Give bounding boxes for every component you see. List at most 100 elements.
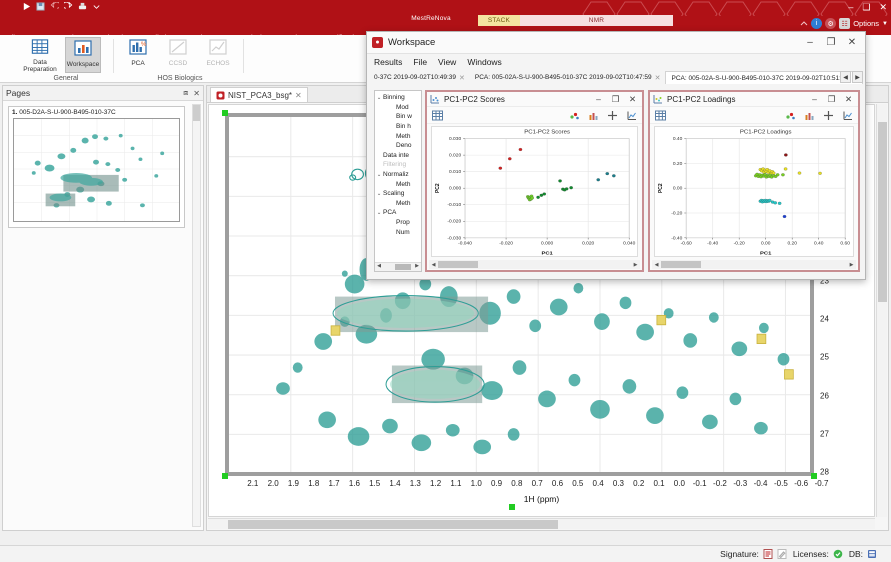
scroll-left-icon[interactable]: ◀ [431, 261, 436, 268]
bar-icon[interactable] [588, 110, 599, 121]
workspace-tab-nav[interactable]: ◀ ▶ [840, 71, 863, 83]
workspace-tab-close-icon[interactable]: ✕ [654, 74, 661, 82]
loadings-close-button[interactable]: ✕ [844, 93, 853, 104]
scores-hscroll-thumb[interactable] [438, 261, 478, 268]
scores-title-bar[interactable]: PC1-PC2 Scores – ❐ ✕ [427, 92, 642, 107]
scores-hscrollbar[interactable]: ◀ ▶ [429, 260, 640, 269]
float-icon[interactable]: ⧈ [183, 88, 189, 97]
redo-icon[interactable] [64, 2, 73, 11]
more-icon[interactable] [92, 2, 101, 11]
signature-doc-icon[interactable] [763, 549, 773, 559]
document-hscroll-thumb[interactable] [228, 520, 558, 529]
parameter-tree-row[interactable]: Bin w [375, 112, 421, 122]
workspace-title-bar[interactable]: ● Workspace – ❐ ✕ [367, 32, 865, 54]
notes-icon[interactable]: ☷ [839, 18, 851, 29]
scroll-right-icon[interactable]: ▶ [633, 261, 638, 268]
page-thumbnail[interactable]: 1. 005-D2A-S-U-900-B495-010-37C [8, 106, 185, 228]
parameter-tree-row[interactable]: ⌄ Binning [375, 93, 421, 103]
quick-access-toolbar[interactable] [22, 2, 101, 11]
parameter-tree-row[interactable]: Meth [375, 131, 421, 141]
loadings-title-bar[interactable]: PC1-PC2 Loadings – ❐ ✕ [650, 92, 858, 107]
chevron-down-icon[interactable]: ⌄ [376, 94, 382, 101]
parameter-tree-scroll-thumb[interactable] [395, 264, 411, 270]
scroll-left-icon[interactable]: ◀ [654, 261, 659, 268]
loadings-minimize-button[interactable]: – [812, 94, 817, 104]
crosshair-icon[interactable] [607, 110, 618, 121]
resize-handle-top-left[interactable] [222, 110, 228, 116]
parameter-tree-row[interactable]: Num [375, 227, 421, 237]
parameter-tree-row[interactable]: Meth [375, 199, 421, 209]
document-vertical-scrollbar[interactable] [876, 104, 887, 517]
license-ok-icon[interactable] [833, 549, 843, 559]
document-tab-close-icon[interactable]: ✕ [295, 90, 302, 100]
scores-toolbar[interactable] [427, 107, 642, 124]
tab-nav-next-icon[interactable]: ▶ [852, 71, 863, 83]
ribbon-button-pca[interactable]: % PCA [120, 37, 156, 73]
parameter-tree-row[interactable]: Bin h [375, 122, 421, 132]
parameter-tree-scrollbar[interactable]: ◀ ▶ [375, 262, 421, 271]
parameter-tree-row[interactable]: Filtering [375, 160, 421, 170]
loadings-chart-window[interactable]: PC1-PC2 Loadings – ❐ ✕ [648, 90, 860, 272]
save-icon[interactable] [36, 2, 45, 11]
table-icon[interactable] [432, 110, 443, 121]
chevron-up-icon[interactable] [800, 20, 808, 28]
table-icon[interactable] [655, 110, 666, 121]
minimize-button[interactable]: – [848, 2, 854, 12]
options-button[interactable]: Options [853, 19, 880, 28]
loadings-toolbar[interactable] [650, 107, 858, 124]
settings-icon[interactable]: ⚙ [825, 18, 837, 29]
parameter-tree-row[interactable]: Meth [375, 179, 421, 189]
undo-icon[interactable] [50, 2, 59, 11]
help-icon[interactable]: i [811, 18, 823, 29]
parameter-tree-row[interactable]: Data inte [375, 151, 421, 161]
document-vscroll-thumb[interactable] [878, 122, 887, 302]
scores-maximize-button[interactable]: ❐ [611, 93, 620, 104]
crosshair-icon[interactable] [823, 110, 834, 121]
database-icon[interactable] [867, 549, 877, 559]
loadings-plot[interactable]: PC1-PC2 Loadings -0.60 -0.40 -0.20 0.00 0.20 0… [654, 126, 854, 257]
bar-icon[interactable] [804, 110, 815, 121]
chevron-down-icon[interactable]: ⌄ [376, 171, 382, 178]
scroll-left-icon[interactable]: ◀ [377, 263, 381, 269]
loadings-hscrollbar[interactable]: ◀ ▶ [652, 260, 856, 269]
chevron-down-icon[interactable]: ⌄ [376, 209, 382, 216]
menu-view[interactable]: View [438, 57, 457, 67]
parameter-tree-row[interactable]: ⌄ Scaling [375, 189, 421, 199]
workspace-close-button[interactable]: ✕ [847, 37, 857, 48]
play-icon[interactable] [22, 2, 31, 11]
close-button[interactable]: ✕ [879, 2, 887, 12]
resize-handle-bottom-right[interactable] [811, 473, 817, 479]
parameter-tree-row[interactable]: ⌄ Normaliz [375, 170, 421, 180]
resize-handle-bottom-left[interactable] [222, 473, 228, 479]
ribbon-button-workspace[interactable]: Workspace [65, 37, 101, 73]
close-icon[interactable]: ✕ [193, 88, 200, 98]
document-tab-nist-pca3[interactable]: NIST_PCA3_bsg* ✕ [210, 87, 308, 102]
menu-windows[interactable]: Windows [467, 57, 502, 67]
loadings-maximize-button[interactable]: ❐ [827, 93, 836, 104]
color-points-icon[interactable] [785, 110, 796, 121]
signature-pen-icon[interactable] [777, 549, 787, 559]
scores-minimize-button[interactable]: – [596, 94, 601, 104]
pages-scroll-thumb[interactable] [193, 105, 200, 121]
scroll-right-icon[interactable]: ▶ [849, 261, 854, 268]
parameter-tree-row[interactable]: Prop [375, 218, 421, 228]
scroll-right-icon[interactable]: ▶ [415, 263, 419, 269]
axis-handle-bottom[interactable] [509, 504, 515, 510]
parameter-tree-row[interactable]: Deno [375, 141, 421, 151]
ribbon-button-data-preparation[interactable]: Data Preparation [22, 37, 58, 73]
parameter-tree[interactable]: ⌄ Binning Mod Bin w Bin h Meth Deno Data inte Fi… [374, 90, 422, 272]
ribbon-button-ccsd[interactable]: CCSD [160, 37, 196, 73]
parameter-tree-row[interactable]: ⌄ PCA [375, 208, 421, 218]
menu-file[interactable]: File [413, 57, 428, 67]
workspace-minimize-button[interactable]: – [807, 37, 813, 48]
menu-results[interactable]: Results [374, 57, 403, 67]
maximize-button[interactable]: ❑ [862, 2, 871, 12]
workspace-maximize-button[interactable]: ❐ [826, 37, 836, 48]
workspace-tab-close-icon[interactable]: ✕ [459, 74, 465, 82]
loadings-hscroll-thumb[interactable] [661, 261, 701, 268]
pages-scrollbar[interactable] [192, 104, 201, 527]
scores-plot[interactable]: PC1-PC2 Scores -0.040 -0.020 0.000 0.020 0.04… [431, 126, 638, 257]
workspace-window[interactable]: ● Workspace – ❐ ✕ Results File View Wind… [366, 31, 866, 280]
workspace-tab-1[interactable]: 0-37C 2019-09-02T10:49:39 ✕ [369, 71, 470, 84]
axis-icon[interactable] [626, 110, 637, 121]
